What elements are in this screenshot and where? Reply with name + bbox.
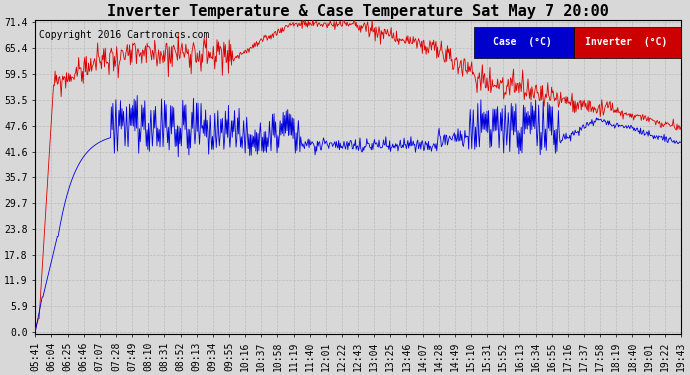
Text: Copyright 2016 Cartronics.com: Copyright 2016 Cartronics.com — [39, 30, 209, 40]
FancyBboxPatch shape — [474, 27, 574, 58]
Text: Inverter  (°C): Inverter (°C) — [585, 37, 667, 47]
Text: Case  (°C): Case (°C) — [493, 37, 552, 47]
FancyBboxPatch shape — [574, 27, 681, 58]
Title: Inverter Temperature & Case Temperature Sat May 7 20:00: Inverter Temperature & Case Temperature … — [107, 4, 609, 19]
